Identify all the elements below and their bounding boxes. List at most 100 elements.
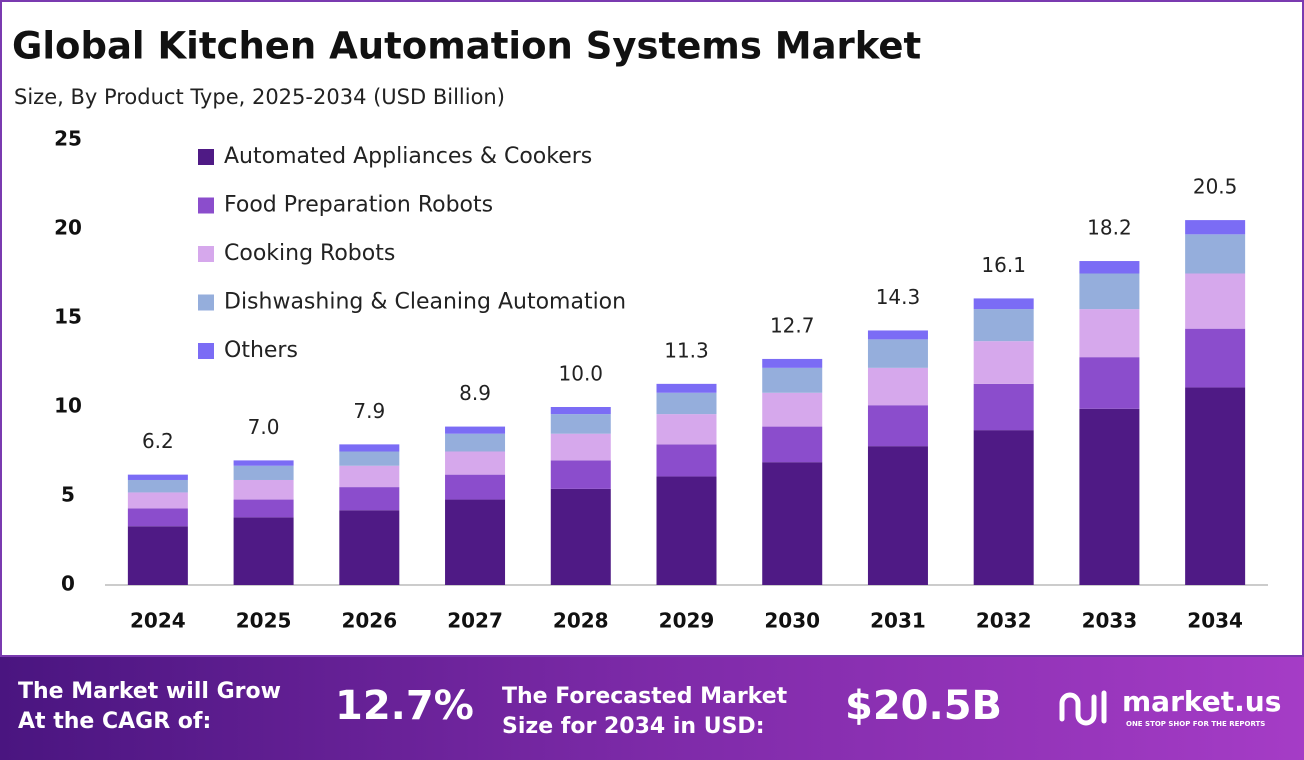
legend-swatch [198, 149, 214, 165]
bar-segment [867, 405, 928, 447]
chart-title: Global Kitchen Automation Systems Market [12, 25, 921, 68]
bar-segment [445, 474, 506, 500]
bar-segment [1079, 261, 1140, 274]
bar-segment [127, 492, 188, 509]
bar-segment [762, 426, 823, 463]
bar-segment [339, 465, 400, 488]
footer: The Market will Grow At the CAGR of: 12.… [18, 679, 1281, 739]
bar-segment [867, 330, 928, 340]
bar-segment [1079, 309, 1140, 358]
x-tick-label: 2027 [447, 609, 503, 633]
bar-segment [762, 462, 823, 585]
brand-logo [1059, 690, 1107, 726]
legend-label: Cooking Robots [224, 241, 395, 266]
y-tick-label: 20 [54, 216, 82, 240]
bar-segment [233, 499, 294, 518]
bar-segment [762, 367, 823, 393]
bar-segment [550, 433, 611, 461]
footer-banner: The Market will Grow At the CAGR of: 12.… [0, 657, 1304, 760]
y-tick-label: 25 [54, 127, 82, 151]
bar-segment [233, 460, 294, 466]
bar-segment [127, 508, 188, 527]
bar-segment [762, 392, 823, 427]
total-label: 7.0 [248, 415, 280, 439]
x-tick-label: 2032 [976, 609, 1032, 633]
y-tick-label: 5 [61, 483, 75, 507]
forecast-label: The Forecasted Market [502, 684, 788, 709]
bar-segment [233, 517, 294, 585]
bar-segment [233, 465, 294, 480]
bar-segment [1185, 328, 1246, 388]
total-label: 11.3 [664, 338, 709, 362]
bar-segment [1079, 357, 1140, 409]
bar-segment [339, 487, 400, 511]
bar-segment [445, 451, 506, 475]
bar-segment [973, 309, 1034, 342]
bar-segment [973, 341, 1034, 384]
total-label: 18.2 [1087, 216, 1132, 240]
total-label: 20.5 [1193, 175, 1238, 199]
y-tick-label: 15 [54, 305, 82, 329]
bar-segment [1185, 273, 1246, 329]
bar-segment [339, 444, 400, 452]
bar-segment [127, 479, 188, 493]
bar-segment [550, 460, 611, 489]
chart: Global Kitchen Automation Systems Market… [0, 0, 1304, 657]
x-tick-label: 2034 [1187, 609, 1243, 633]
x-tick-label: 2025 [236, 609, 292, 633]
forecast-value: $20.5B [845, 683, 1002, 729]
legend-label: Dishwashing & Cleaning Automation [224, 290, 626, 315]
legend-swatch [198, 294, 214, 311]
brand: market.us [1122, 685, 1281, 718]
x-tick-label: 2026 [341, 609, 397, 633]
x-tick-label: 2028 [553, 609, 609, 633]
bar-segment [445, 499, 506, 585]
cagr-label: The Market will Grow [18, 679, 281, 704]
total-label: 16.1 [981, 253, 1026, 277]
bar-segment [973, 430, 1034, 585]
bar-segment [127, 526, 188, 585]
bar-segment [445, 426, 506, 434]
bar-segment [656, 392, 717, 415]
bar-segment [550, 414, 611, 434]
x-tick-label: 2031 [870, 609, 926, 633]
bar-segment [867, 446, 928, 585]
bar-segment [973, 298, 1034, 310]
bar-segment [656, 476, 717, 585]
chart-subtitle: Size, By Product Type, 2025-2034 (USD Bi… [14, 85, 505, 109]
total-label: 6.2 [142, 429, 174, 453]
bar-segment [656, 414, 717, 445]
bar-segment [233, 479, 294, 500]
x-tick-label: 2033 [1082, 609, 1138, 633]
cagr-label: At the CAGR of: [18, 709, 211, 734]
total-label: 12.7 [770, 313, 815, 337]
cagr-value: 12.7% [335, 683, 474, 729]
legend-swatch [198, 246, 214, 262]
bar-segment [1079, 273, 1140, 310]
bar-segment [1185, 220, 1246, 235]
total-label: 14.3 [876, 285, 921, 309]
bar-segment [1185, 387, 1246, 585]
total-label: 10.0 [559, 362, 604, 386]
forecast-label: Size for 2034 in USD: [502, 714, 765, 739]
bar-segment [550, 488, 611, 585]
y-tick-label: 10 [54, 394, 82, 418]
bar-segment [656, 383, 717, 393]
legend-swatch [198, 343, 214, 359]
x-tick-label: 2024 [130, 609, 186, 633]
frame [0, 0, 1304, 657]
bar-segment [127, 474, 188, 480]
legend-label: Food Preparation Robots [224, 193, 493, 218]
x-tick-label: 2029 [659, 609, 715, 633]
total-label: 7.9 [353, 399, 385, 423]
tagline: ONE STOP SHOP FOR THE REPORTS [1126, 720, 1265, 728]
legend-swatch [198, 197, 214, 214]
bar-segment [867, 367, 928, 406]
bar-segment [1079, 408, 1140, 585]
x-tick-label: 2030 [764, 609, 820, 633]
bar-segment [867, 339, 928, 368]
bar-segment [339, 510, 400, 585]
bar-segment [973, 383, 1034, 431]
legend-label: Others [224, 338, 298, 363]
bar-segment [339, 451, 400, 466]
